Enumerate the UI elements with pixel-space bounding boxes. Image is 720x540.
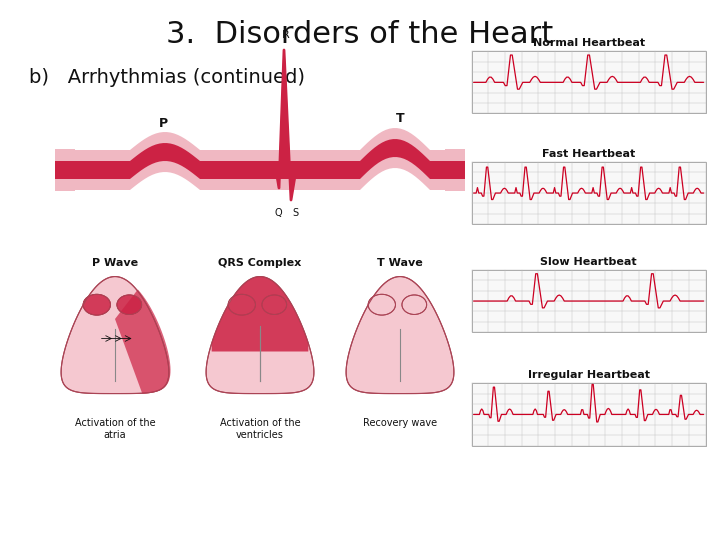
Text: Recovery wave: Recovery wave: [363, 418, 437, 428]
Polygon shape: [60, 139, 460, 179]
Polygon shape: [115, 289, 171, 394]
Bar: [472, 51, 706, 113]
Text: Fast Heartbeat: Fast Heartbeat: [542, 149, 635, 159]
Polygon shape: [55, 149, 75, 191]
Ellipse shape: [228, 294, 256, 315]
Polygon shape: [445, 161, 465, 179]
Ellipse shape: [83, 294, 110, 315]
Bar: [472, 162, 706, 224]
Text: S: S: [292, 208, 298, 218]
Text: T Wave: T Wave: [377, 258, 423, 268]
Text: R: R: [282, 30, 290, 40]
Ellipse shape: [402, 295, 427, 314]
Text: b)   Arrhythmias (continued): b) Arrhythmias (continued): [29, 68, 305, 87]
Text: Slow Heartbeat: Slow Heartbeat: [540, 257, 637, 267]
Text: P Wave: P Wave: [92, 258, 138, 268]
Ellipse shape: [117, 295, 142, 314]
Polygon shape: [276, 50, 296, 200]
Polygon shape: [60, 128, 460, 190]
Text: Q: Q: [274, 208, 282, 218]
Text: Activation of the
atria: Activation of the atria: [75, 418, 156, 440]
Polygon shape: [445, 149, 465, 191]
Polygon shape: [212, 276, 308, 352]
Text: Irregular Heartbeat: Irregular Heartbeat: [528, 370, 649, 380]
Text: QRS Complex: QRS Complex: [218, 258, 302, 268]
Text: 3.  Disorders of the Heart: 3. Disorders of the Heart: [166, 20, 554, 49]
Polygon shape: [346, 276, 454, 394]
Text: Activation of the
ventricles: Activation of the ventricles: [220, 418, 300, 440]
Bar: [472, 383, 706, 446]
Ellipse shape: [368, 294, 395, 315]
Ellipse shape: [117, 295, 142, 314]
Polygon shape: [55, 161, 75, 179]
Ellipse shape: [262, 295, 287, 314]
Text: P: P: [158, 117, 168, 130]
Ellipse shape: [83, 294, 110, 315]
Text: Normal Heartbeat: Normal Heartbeat: [533, 38, 644, 48]
Text: T: T: [396, 112, 405, 125]
Polygon shape: [61, 276, 169, 394]
Polygon shape: [206, 276, 314, 394]
Bar: [472, 270, 706, 332]
